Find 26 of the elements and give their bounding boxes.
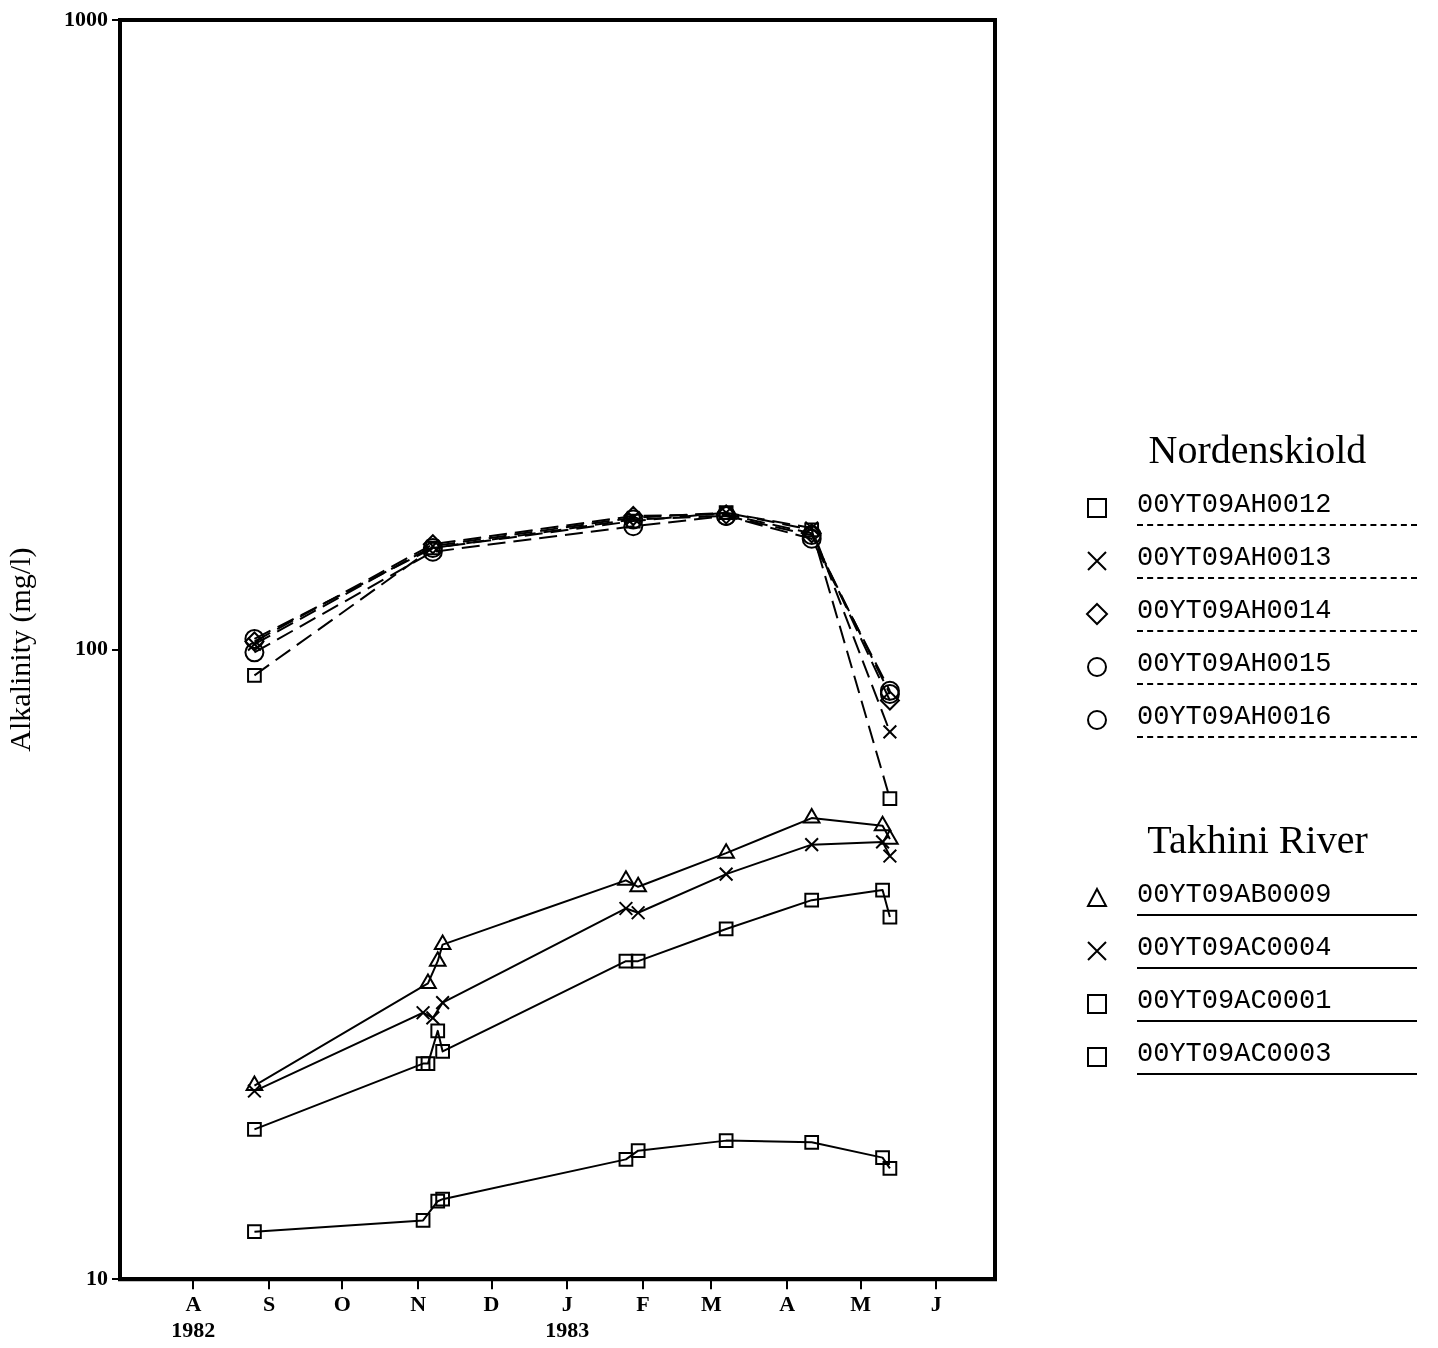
x-tick-label: J (930, 1291, 942, 1317)
text: Takhini River (1146, 816, 1369, 863)
legend-title: Nordenskiold (1147, 426, 1368, 473)
x-tick-label: O (333, 1291, 351, 1317)
x-tick-label: M (701, 1291, 723, 1317)
x-tick-label: D (483, 1291, 500, 1317)
x-tick-label: M (850, 1291, 872, 1317)
legend-label: 00YT09AH0015 (1137, 648, 1417, 685)
x-tick-label: N (410, 1291, 427, 1317)
x-tick-label: S (262, 1291, 276, 1317)
legend-label: 00YT09AH0016 (1137, 701, 1417, 738)
legend-label: 00YT09AC0004 (1137, 932, 1417, 969)
x-tick-label: A 1982 (171, 1291, 216, 1343)
x-tick-label: F (636, 1291, 650, 1317)
y-axis-title: Alkalinity (mg/l) (2, 547, 37, 752)
legend-label: 00YT09AC0001 (1137, 985, 1417, 1022)
x-tick-label: A (779, 1291, 796, 1317)
x-tick-label: J 1983 (545, 1291, 590, 1343)
legend-label: 00YT09AB0009 (1137, 879, 1417, 916)
legend-label: 00YT09AH0012 (1137, 489, 1417, 526)
legend-label: 00YT09AH0014 (1137, 595, 1417, 632)
y-tick-label: 1000 (64, 5, 108, 31)
y-tick-label: 10 (86, 1264, 108, 1290)
y-tick-label: 100 (75, 635, 108, 661)
legend-label: 00YT09AH0013 (1137, 542, 1417, 579)
legend-label: 00YT09AC0003 (1137, 1038, 1417, 1075)
